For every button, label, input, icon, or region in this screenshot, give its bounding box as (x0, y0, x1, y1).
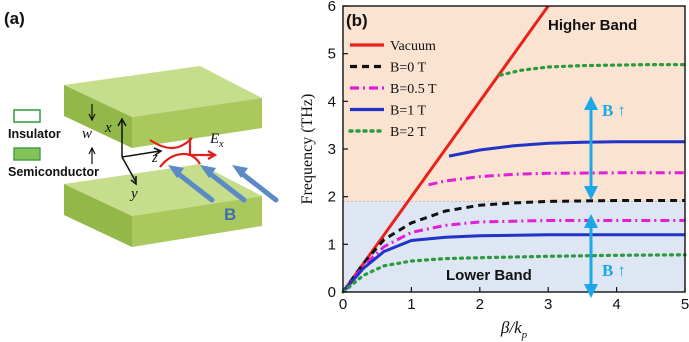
insulator-legend-label: Insulator (8, 127, 61, 141)
magnetic-field-arrows (168, 165, 279, 203)
y-tick-label: 0 (328, 284, 336, 301)
b-arrow-upper-label: B ↑ (602, 101, 626, 120)
legend-label-b-0-5-t: B=0.5 T (390, 82, 437, 97)
top-slab-front-face (132, 98, 262, 148)
top-slab-side-face (64, 85, 132, 148)
series-b-0-t (341, 199, 685, 293)
top-semiconductor-slab (64, 66, 262, 148)
coordinate-axes (117, 117, 163, 186)
panel-b: 0 1 2 3 4 5 0 1 2 3 4 5 6 (b) Higher Band Lower Band… (299, 0, 689, 341)
series-b-2-t (341, 253, 687, 294)
y-tick-label: 2 (328, 189, 336, 206)
x-tick-label: 0 (339, 296, 347, 313)
legend-label-b-2-t: B=2 T (390, 125, 426, 140)
axis-ticks: 0 1 2 3 4 5 0 1 2 3 4 5 6 (328, 0, 689, 313)
bottom-slab-front-face (132, 196, 262, 247)
bottom-slab-side-face (64, 184, 132, 247)
field-profile (149, 137, 218, 168)
top-slab-top-face (64, 66, 262, 117)
y-tick-label: 6 (328, 0, 336, 15)
b-arrow-lower-label: B ↑ (602, 261, 626, 280)
y-tick-label: 5 (328, 46, 336, 63)
panel-b-label: (b) (346, 11, 368, 30)
x-axis-title: β/kp (500, 318, 528, 341)
x-tick-label: 1 (407, 296, 415, 313)
dispersion-curves (341, 5, 687, 294)
x-tick-label: 3 (544, 296, 552, 313)
higher-band-region (343, 6, 685, 202)
magnetic-field-label: B (224, 205, 236, 224)
b-arrow-upper (584, 96, 598, 200)
y-tick-label: 1 (328, 236, 336, 253)
series-b-0-5-t (341, 219, 685, 293)
semiconductor-swatch (13, 147, 41, 161)
legend-label-vacuum: Vacuum (390, 39, 436, 54)
insulator-swatch (13, 109, 41, 123)
panel-a-label: (a) (4, 9, 25, 28)
gap-width-label: w (82, 126, 92, 142)
series-vacuum (341, 5, 550, 293)
semiconductor-legend-label: Semiconductor (8, 165, 99, 179)
x-tick-label: 2 (476, 296, 484, 313)
legend-label-b-1-t: B=1 T (390, 104, 426, 119)
axis-x-label: x (104, 120, 112, 136)
x-tick-label: 4 (612, 296, 620, 313)
series-b-1-t-upper (448, 140, 685, 158)
y-tick-label: 3 (328, 141, 336, 158)
axis-y-label: y (129, 186, 138, 202)
legend-label-b-0-t: B=0 T (390, 61, 426, 76)
higher-band-label: Higher Band (548, 17, 637, 34)
lower-band-label: Lower Band (446, 267, 532, 284)
field-label: Ex (209, 131, 224, 150)
b-arrow-lower (584, 214, 598, 298)
lower-band-region (343, 201, 685, 292)
chart-legend: Vacuum B=0 T B=0.5 T B=1 T B=2 T (348, 39, 437, 140)
panel-a: (a) Insulator Semiconductor x z (4, 9, 279, 247)
x-tick-label: 5 (681, 296, 689, 313)
gap-width-marker (88, 104, 96, 164)
axis-z-label: z (151, 150, 158, 166)
series-b-1-t (341, 233, 685, 293)
y-tick-label: 4 (328, 93, 336, 110)
y-axis-title: Frequency (THz) (299, 94, 316, 205)
series-b-2-t-upper (498, 62, 687, 77)
